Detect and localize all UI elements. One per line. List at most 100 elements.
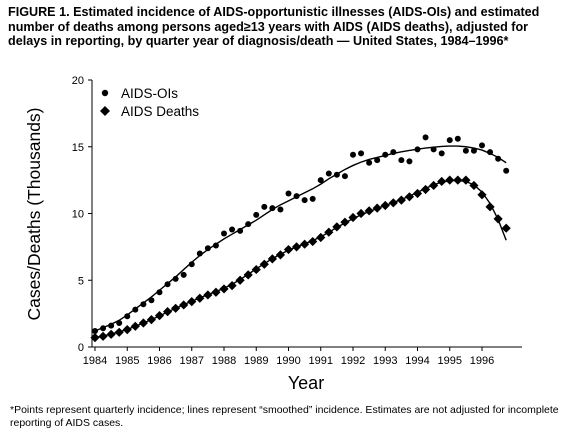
data-point-aids-ois [269,205,276,212]
data-point-aids-ois [374,157,381,164]
data-point-aids-deaths [372,203,382,213]
data-point-aids-ois [293,193,300,200]
data-point-aids-deaths [211,287,221,297]
data-point-aids-ois [156,289,163,296]
smoothed-line-aids-ois [94,145,507,332]
data-point-aids-deaths [195,293,205,303]
data-point-aids-ois [301,197,308,204]
x-tick-label: 1995 [438,355,462,367]
data-point-aids-deaths [114,327,124,337]
y-tick-label: 15 [72,142,84,154]
data-point-aids-deaths [283,244,294,255]
data-point-aids-deaths [267,254,277,264]
data-point-aids-ois [285,190,292,197]
y-tick-label: 0 [78,342,84,354]
data-point-aids-ois [438,150,445,157]
data-point-aids-ois [503,167,510,174]
data-point-aids-ois [148,297,155,304]
data-point-aids-deaths [412,188,423,199]
data-point-aids-ois [325,170,332,177]
x-tick-label: 1990 [276,355,300,367]
data-point-aids-deaths [332,222,342,232]
y-tick-label: 20 [72,75,84,87]
data-point-aids-deaths [243,270,253,280]
data-point-aids-deaths [316,232,326,243]
x-tick-label: 1993 [373,355,397,367]
data-point-aids-ois [382,151,389,158]
data-point-aids-ois [204,245,211,252]
data-point-aids-deaths [445,175,455,185]
data-point-aids-deaths [162,307,173,317]
data-point-aids-deaths [203,290,213,300]
data-point-aids-ois [446,137,453,144]
data-point-aids-deaths [477,190,487,200]
data-point-aids-deaths [501,223,511,233]
y-ticks: 0 5 10 15 20 [72,75,92,354]
data-point-aids-ois [462,147,469,154]
data-point-aids-deaths [300,239,310,249]
figure-caption: FIGURE 1. Estimated incidence of AIDS-op… [8,5,540,49]
data-point-aids-deaths [420,184,431,195]
data-point-aids-ois [261,203,268,210]
data-point-aids-deaths [146,315,157,325]
x-ticks: 1984 1985 1986 1987 1988 1989 1990 1991 1992 1993… [83,347,494,367]
data-point-aids-ois [390,149,397,156]
data-point-aids-ois [196,250,203,257]
data-point-aids-ois [414,146,421,153]
data-point-aids-deaths [98,331,108,341]
x-tick-label: 1996 [470,355,494,367]
y-tick-label: 5 [78,275,84,287]
x-tick-label: 1988 [212,355,236,367]
plot-area [90,134,511,343]
data-point-aids-deaths [340,217,350,227]
data-point-aids-deaths [187,297,197,307]
data-point-aids-ois [132,306,139,313]
data-point-aids-ois [116,319,123,326]
data-point-aids-deaths [324,227,334,237]
legend-marker-circle [101,89,109,97]
y-axis-title: Cases/Deaths (Thousands) [24,107,44,320]
data-point-aids-deaths [130,321,140,331]
data-point-aids-deaths [179,300,189,310]
data-point-aids-ois [92,327,98,334]
legend-label-aids-deaths: AIDS Deaths [121,104,199,119]
x-tick-label: 1987 [180,355,204,367]
data-point-aids-ois [253,211,260,218]
data-point-aids-ois [430,146,437,153]
data-point-aids-ois [479,142,485,149]
data-point-aids-ois [350,151,356,158]
data-point-aids-deaths [404,192,415,202]
data-point-aids-deaths [291,242,302,252]
data-point-aids-ois [309,195,316,202]
data-point-aids-deaths [106,329,116,339]
data-point-aids-deaths [171,303,181,313]
x-tick-label: 1991 [309,355,333,367]
data-point-aids-deaths [469,180,479,191]
data-point-aids-ois [245,221,252,228]
smoothed-line-aids-deaths [94,179,507,339]
data-point-aids-deaths [348,212,358,223]
data-point-aids-deaths [437,176,447,187]
data-point-aids-deaths [461,175,471,185]
data-point-aids-ois [333,171,340,178]
data-point-aids-deaths [259,259,269,269]
data-point-aids-ois [487,149,494,156]
data-point-aids-deaths [364,206,374,216]
data-point-aids-ois [221,230,227,237]
data-point-aids-ois [100,325,107,332]
data-point-aids-deaths [275,250,286,260]
x-tick-label: 1992 [341,355,365,367]
data-point-aids-deaths [122,325,132,335]
data-point-aids-ois [398,157,405,164]
data-point-aids-ois [124,313,131,320]
legend-marker-diamond [100,106,110,116]
y-tick-label: 10 [72,209,84,221]
data-point-aids-deaths [485,202,495,212]
x-tick-label: 1994 [405,355,429,367]
x-tick-label: 1984 [83,355,107,367]
x-axis-title: Year [288,373,324,393]
data-point-aids-deaths [356,208,366,219]
data-point-aids-deaths [380,200,390,211]
data-point-aids-ois [229,226,236,233]
